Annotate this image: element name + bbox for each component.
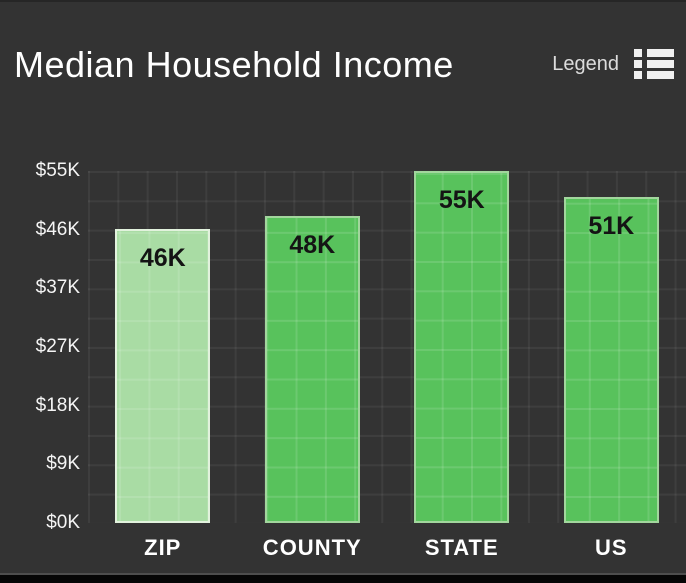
bar-zip[interactable]: 46K — [115, 228, 211, 523]
bar-county[interactable]: 48K — [264, 215, 360, 523]
bar-value-label: 51K — [588, 211, 635, 240]
bar-us[interactable]: 51K — [563, 196, 659, 523]
y-axis-tick-label: $55K — [35, 160, 80, 181]
y-axis-tick-label: $46K — [35, 218, 80, 240]
x-axis-label-us: US — [594, 535, 628, 560]
y-axis-tick-label: $37K — [35, 277, 80, 299]
plot-area: 46K 48K 55K 51K — [88, 171, 686, 523]
x-axis-label-county: COUNTY — [262, 535, 362, 560]
y-axis-tick-label: $18K — [35, 394, 80, 416]
y-axis-tick-label: $0K — [46, 512, 80, 533]
bar-value-label: 46K — [139, 243, 186, 272]
bar-state[interactable]: 55K — [414, 171, 510, 523]
y-axis-tick-label: $27K — [35, 336, 80, 357]
window-bottom-edge — [0, 573, 686, 583]
x-axis-label-state: STATE — [424, 535, 499, 560]
y-axis-tick-label: $9K — [46, 453, 80, 475]
legend-button[interactable]: Legend — [552, 48, 674, 80]
legend-list-icon — [634, 49, 674, 79]
legend-button-label: Legend — [552, 52, 619, 75]
bar-value-label: 55K — [438, 186, 485, 214]
x-axis-label-zip: ZIP — [144, 535, 182, 560]
bar-value-label: 48K — [289, 230, 336, 259]
chart-title: Median Household Income — [14, 44, 454, 85]
